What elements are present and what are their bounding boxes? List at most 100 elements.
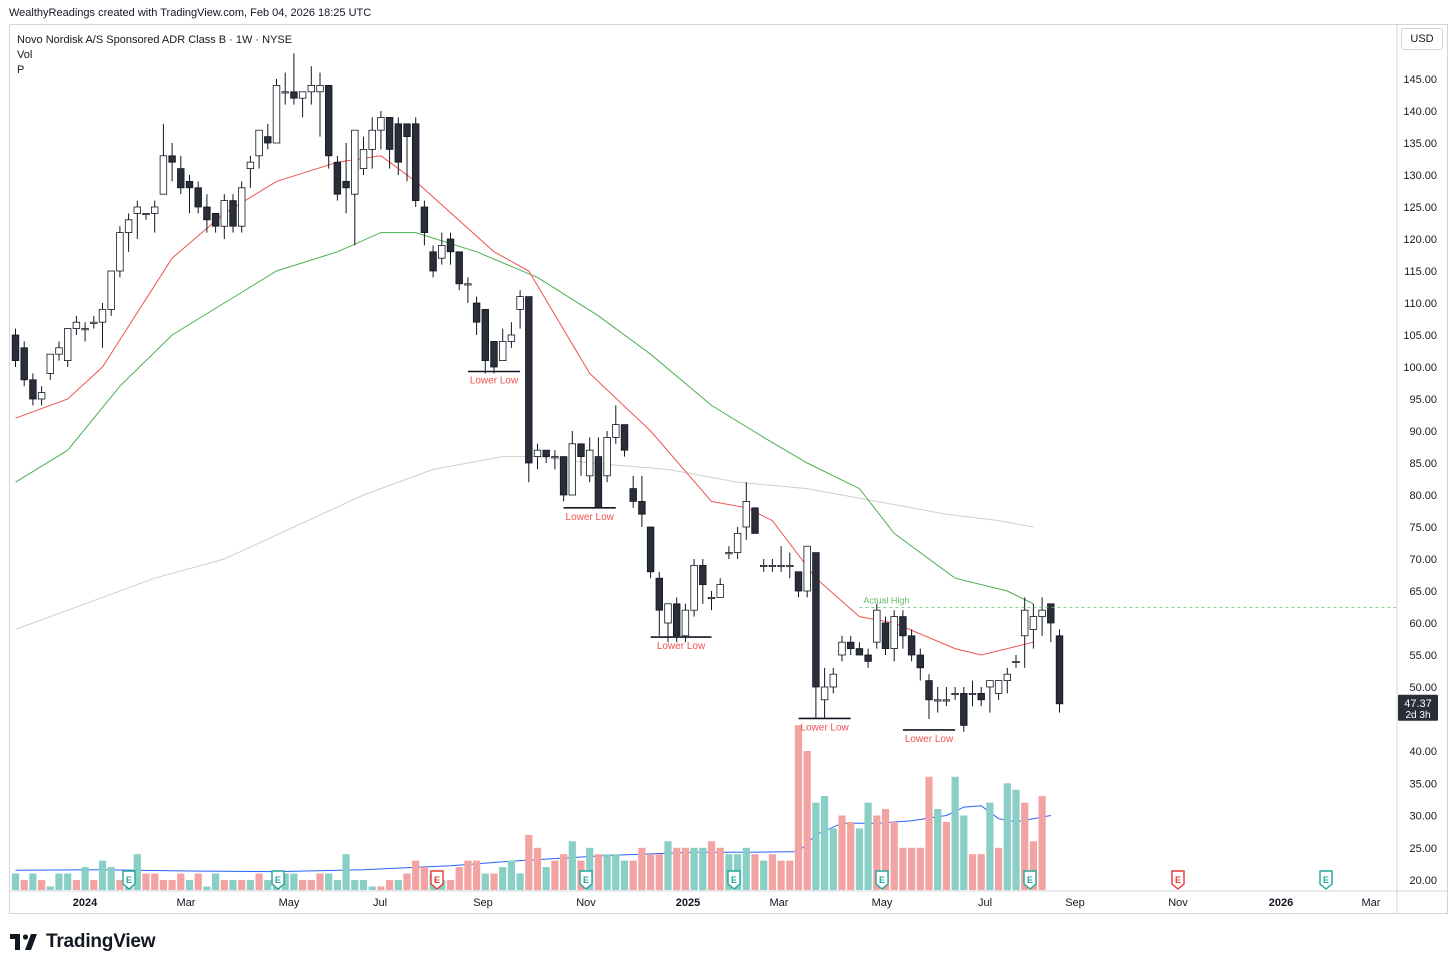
candle-body xyxy=(351,129,359,195)
earnings-marker-icon[interactable]: E xyxy=(727,870,741,890)
candle-body xyxy=(472,302,481,323)
volume-bar xyxy=(916,847,924,891)
candle-body xyxy=(298,91,307,99)
candle-body xyxy=(116,232,124,272)
candle-body xyxy=(1038,609,1046,618)
volume-bar xyxy=(351,880,359,890)
time-tick-label: Mar xyxy=(1362,897,1381,909)
time-tick-label: May xyxy=(872,897,893,909)
candle-body xyxy=(777,565,785,568)
candle-body xyxy=(707,597,716,600)
indicator-p-label[interactable]: P xyxy=(17,64,25,76)
candle-body xyxy=(725,552,733,555)
volume-indicator-label[interactable]: Vol xyxy=(17,49,33,61)
candle-body xyxy=(742,500,750,528)
price-tick-label: 40.00 xyxy=(1409,746,1437,758)
earnings-marker-icon[interactable]: E xyxy=(875,870,889,890)
volume-bar xyxy=(995,847,1003,891)
candle-body xyxy=(246,161,255,169)
volume-bar xyxy=(638,847,646,891)
volume-bar xyxy=(1029,841,1037,890)
time-tick-label: Mar xyxy=(770,897,789,909)
candle-body xyxy=(916,654,924,669)
volume-bar xyxy=(1021,802,1029,890)
volume-bar xyxy=(934,809,942,890)
earnings-marker-letter: E xyxy=(583,875,589,885)
volume-bar xyxy=(760,860,768,890)
volume-bar xyxy=(368,886,376,890)
volume-bar xyxy=(307,880,315,890)
price-tick-label: 85.00 xyxy=(1409,458,1437,470)
time-tick-label: 2024 xyxy=(73,897,98,909)
volume-bar xyxy=(229,880,237,890)
candle-body xyxy=(568,443,576,496)
candle-body xyxy=(699,565,707,586)
volume-bar xyxy=(951,776,959,890)
candle-body xyxy=(507,334,516,342)
time-tick-label: 2025 xyxy=(676,897,700,909)
candle-body xyxy=(142,212,150,215)
earnings-marker-icon[interactable]: E xyxy=(271,870,285,890)
candle-body xyxy=(124,219,133,234)
volume-bar xyxy=(377,886,385,890)
volume-bar xyxy=(394,880,402,890)
earnings-marker-icon[interactable]: E xyxy=(1023,870,1037,890)
candle-body xyxy=(159,155,168,195)
annotations: Lower Low Lower Low Lower Low Lower Low Lowe… xyxy=(467,370,1396,745)
earnings-marker-icon[interactable]: E xyxy=(579,870,593,890)
earnings-marker-shape xyxy=(1023,870,1037,890)
candle-body xyxy=(203,206,211,221)
price-tick-label: 105.00 xyxy=(1403,330,1437,342)
volume-bar xyxy=(603,854,611,890)
price-tick-label: 35.00 xyxy=(1409,778,1437,790)
volume-bar xyxy=(847,822,855,890)
currency-button[interactable]: USD xyxy=(1401,28,1443,50)
time-tick-label: Jul xyxy=(373,897,387,909)
price-tick-label: 55.00 xyxy=(1409,650,1437,662)
volume-bar xyxy=(742,847,750,891)
candle-body xyxy=(551,456,559,459)
price-tick-label: 130.00 xyxy=(1403,170,1437,182)
earnings-marker-shape xyxy=(1171,870,1185,890)
candle-body xyxy=(525,296,533,464)
candle-body xyxy=(177,168,185,189)
earnings-marker-miss-icon[interactable]: E xyxy=(1171,870,1185,890)
volume-bar xyxy=(516,873,524,890)
earnings-marker-icon[interactable]: E xyxy=(122,870,136,890)
volume-bar xyxy=(986,802,994,890)
candle-body xyxy=(342,180,350,189)
volume-bar xyxy=(560,854,568,890)
brand-name: TradingView xyxy=(46,931,156,952)
volume-bar xyxy=(1003,783,1011,891)
volume-bar xyxy=(690,847,698,891)
symbol-title[interactable]: Novo Nordisk A/S Sponsored ADR Class B ·… xyxy=(17,34,293,46)
price-tick-label: 65.00 xyxy=(1409,586,1437,598)
earnings-marker-icon[interactable]: E xyxy=(1319,870,1333,890)
candle-body xyxy=(150,206,159,214)
earnings-marker-miss-icon[interactable]: E xyxy=(430,870,444,890)
time-tick-label: Sep xyxy=(473,897,493,909)
candle-body xyxy=(368,129,376,150)
volume-bar xyxy=(142,873,150,890)
earnings-marker-shape xyxy=(271,870,285,890)
tradingview-logo[interactable]: TradingView xyxy=(10,931,156,953)
time-tick-label: 2026 xyxy=(1269,897,1293,909)
candle-body xyxy=(264,136,272,144)
candle-body xyxy=(968,693,977,696)
candle-body xyxy=(316,85,324,93)
candle-body xyxy=(1003,673,1011,682)
earnings-marker-shape xyxy=(727,870,741,890)
volume-bar xyxy=(299,880,307,890)
price-tick-label: 140.00 xyxy=(1403,106,1437,118)
candle-body xyxy=(681,609,690,637)
candle-body xyxy=(55,347,63,355)
volume-bar xyxy=(81,867,89,890)
candle-body xyxy=(11,334,20,362)
candle-body xyxy=(934,699,942,702)
volume-bar xyxy=(481,873,489,890)
current-price-badge xyxy=(1398,694,1438,721)
volume-bar xyxy=(1012,789,1020,890)
candle-body xyxy=(490,340,498,368)
